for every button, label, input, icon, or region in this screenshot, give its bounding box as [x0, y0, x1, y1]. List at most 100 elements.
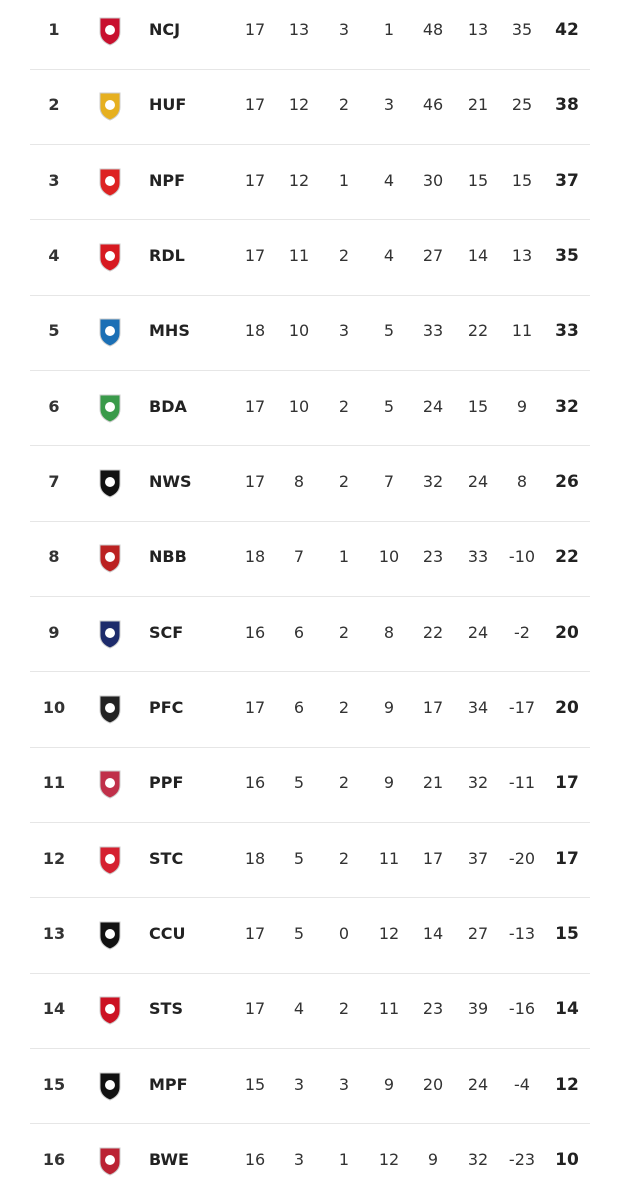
team-name: NPF [149, 170, 186, 190]
stat: 9 [383, 698, 395, 717]
stat: 21 [467, 95, 489, 115]
stat: 11 [378, 848, 400, 868]
stat: 12 [378, 1150, 400, 1169]
stat: 16 [244, 773, 266, 793]
team-logo [99, 1147, 121, 1176]
stat: 15 [511, 170, 533, 190]
table-row[interactable]: 4 RDL 17 11 2 4 27 14 13 35 [0, 226, 620, 301]
table-row[interactable]: 12 STC 18 5 2 11 17 37 -20 17 [0, 829, 620, 904]
stat: 16 [244, 622, 266, 642]
stat: 9 [427, 1150, 439, 1169]
row-divider [30, 219, 590, 220]
team-name: BWE [149, 1150, 189, 1169]
team-name: BDA [149, 396, 187, 416]
points: 37 [555, 170, 579, 191]
points: 33 [555, 321, 579, 342]
stat: 8 [516, 472, 528, 491]
stat: 10 [288, 396, 310, 416]
stat: 1 [383, 20, 395, 39]
stat: 22 [467, 321, 489, 341]
stat: 18 [244, 321, 266, 341]
table-row[interactable]: 10 PFC 17 6 2 9 17 34 -17 20 [0, 678, 620, 753]
stat: 13 [511, 246, 533, 265]
position: 6 [48, 396, 60, 416]
points: 17 [555, 773, 579, 794]
table-row[interactable]: 6 BDA 17 10 2 5 24 15 9 32 [0, 377, 620, 452]
stat: 2 [338, 848, 350, 868]
stat: 2 [338, 698, 350, 717]
stat: 37 [467, 848, 489, 868]
stat: 33 [467, 547, 489, 567]
stat: 1 [338, 547, 350, 567]
stat: 1 [338, 1150, 350, 1169]
stat: 4 [383, 170, 395, 190]
stat: -17 [508, 698, 536, 717]
team-logo [99, 394, 121, 423]
team-name: STC [149, 848, 184, 868]
position: 8 [48, 547, 60, 567]
stat: 17 [244, 999, 266, 1019]
stat: 5 [293, 848, 305, 868]
stat: 11 [378, 999, 400, 1019]
team-logo [99, 846, 121, 875]
team-name: HUF [149, 95, 187, 115]
team-logo [99, 318, 121, 347]
table-row[interactable]: 9 SCF 16 6 2 8 22 24 -2 20 [0, 603, 620, 678]
stat: 2 [338, 396, 350, 416]
table-row[interactable]: 14 STS 17 4 2 11 23 39 -16 14 [0, 979, 620, 1054]
position: 12 [42, 848, 66, 868]
table-row[interactable]: 13 CCU 17 5 0 12 14 27 -13 15 [0, 904, 620, 979]
row-divider [30, 295, 590, 296]
position: 10 [42, 698, 66, 717]
stat: 33 [422, 321, 444, 341]
row-divider [30, 521, 590, 522]
row-divider [30, 69, 590, 70]
stat: 7 [293, 547, 305, 567]
stat: 5 [383, 396, 395, 416]
stat: 21 [422, 773, 444, 793]
table-row[interactable]: 8 NBB 18 7 1 10 23 33 -10 22 [0, 527, 620, 602]
table-row[interactable]: 1 NCJ 17 13 3 1 48 13 35 42 [0, 0, 620, 75]
team-name: MPF [149, 1074, 188, 1094]
table-row[interactable]: 11 PPF 16 5 2 9 21 32 -11 17 [0, 753, 620, 828]
stat: 17 [422, 698, 444, 717]
points: 10 [555, 1150, 579, 1170]
table-row[interactable]: 16 BWE 16 3 1 12 9 32 -23 10 [0, 1130, 620, 1186]
stat: 48 [422, 20, 444, 39]
points: 15 [555, 924, 579, 944]
team-name: PFC [149, 698, 184, 717]
table-row[interactable]: 5 MHS 18 10 3 5 33 22 11 33 [0, 301, 620, 376]
position: 2 [48, 95, 60, 115]
stat: 23 [422, 547, 444, 567]
stat: 3 [338, 321, 350, 341]
team-logo [99, 921, 121, 950]
stat: 10 [378, 547, 400, 567]
stat: 12 [378, 924, 400, 943]
team-name: PPF [149, 773, 184, 793]
stat: 32 [467, 1150, 489, 1169]
stat: -11 [508, 773, 536, 793]
stat: 23 [422, 999, 444, 1019]
table-row[interactable]: 2 HUF 17 12 2 3 46 21 25 38 [0, 75, 620, 150]
stat: 2 [338, 246, 350, 265]
points: 26 [555, 472, 579, 492]
stat: 12 [288, 95, 310, 115]
stat: 18 [244, 547, 266, 567]
stat: 2 [338, 999, 350, 1019]
stat: 39 [467, 999, 489, 1019]
team-logo [99, 168, 121, 197]
stat: 3 [293, 1074, 305, 1094]
stat: 15 [244, 1074, 266, 1094]
team-logo [99, 92, 121, 121]
row-divider [30, 671, 590, 672]
points: 17 [555, 848, 579, 869]
points: 22 [555, 547, 579, 568]
stat: 20 [422, 1074, 444, 1094]
stat: 10 [288, 321, 310, 341]
table-row[interactable]: 7 NWS 17 8 2 7 32 24 8 26 [0, 452, 620, 527]
stat: 17 [244, 472, 266, 491]
table-row[interactable]: 3 NPF 17 12 1 4 30 15 15 37 [0, 151, 620, 226]
position: 1 [48, 20, 60, 39]
table-row[interactable]: 15 MPF 15 3 3 9 20 24 -4 12 [0, 1055, 620, 1130]
